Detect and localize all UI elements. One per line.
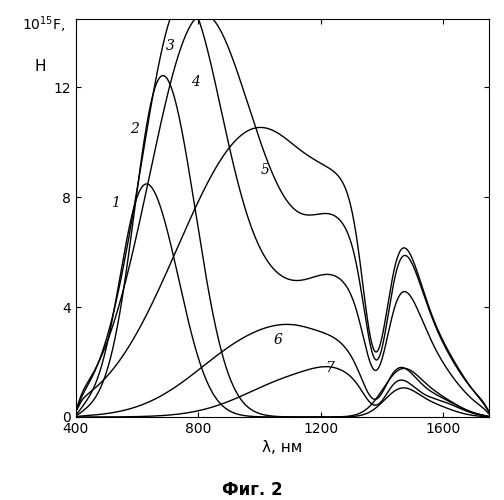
Text: 6: 6 <box>273 333 282 347</box>
Text: 3: 3 <box>166 40 175 54</box>
Text: Фиг. 2: Фиг. 2 <box>222 481 282 499</box>
X-axis label: λ, нм: λ, нм <box>262 440 302 455</box>
Text: $10^{15}$F,: $10^{15}$F, <box>22 15 66 36</box>
Text: H: H <box>35 58 46 74</box>
Text: 1: 1 <box>111 196 120 210</box>
Text: 7: 7 <box>326 360 334 374</box>
Text: 2: 2 <box>130 122 139 136</box>
Text: 5: 5 <box>261 163 270 177</box>
Text: 4: 4 <box>191 75 200 89</box>
